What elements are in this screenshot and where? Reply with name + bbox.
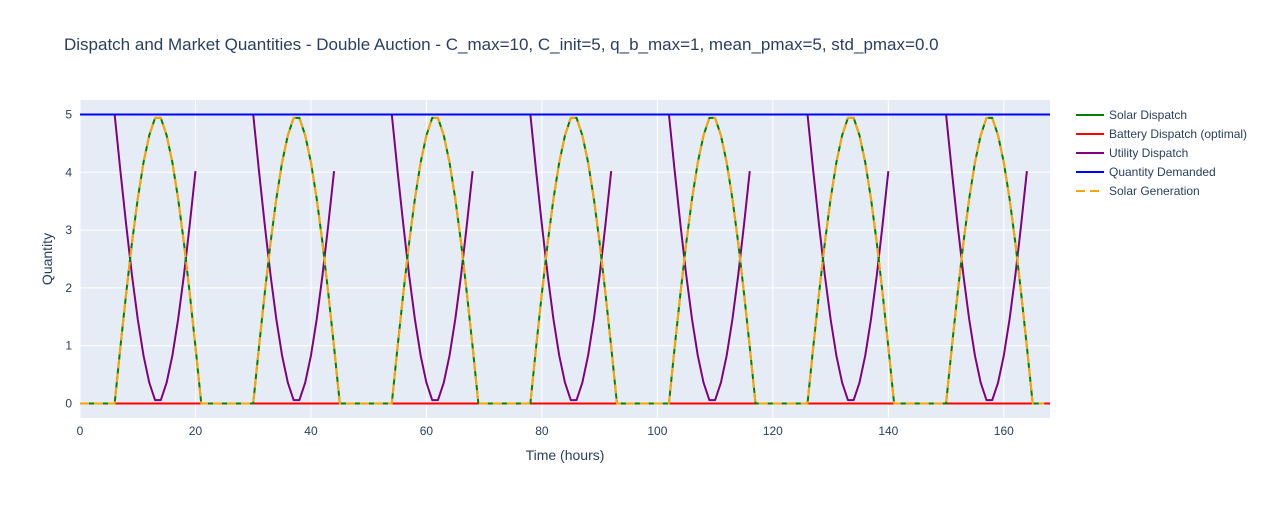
legend-item[interactable]: Solar Generation xyxy=(1076,184,1200,198)
y-tick-label: 1 xyxy=(65,339,72,353)
series-line-solar-generation[interactable] xyxy=(80,116,1045,405)
y-tick-label: 2 xyxy=(65,281,72,295)
legend-label: Solar Generation xyxy=(1109,184,1200,198)
legend-label: Battery Dispatch (optimal) xyxy=(1109,127,1247,141)
x-tick-label: 0 xyxy=(77,424,84,438)
y-tick-label: 5 xyxy=(65,107,72,121)
legend: Solar Dispatch Battery Dispatch (optimal)… xyxy=(1076,108,1247,198)
x-tick-label: 60 xyxy=(420,424,434,438)
x-tick-label: 100 xyxy=(647,424,667,438)
x-tick-label: 80 xyxy=(535,424,549,438)
x-axis-title: Time (hours) xyxy=(526,447,605,463)
x-tick-label: 160 xyxy=(994,424,1014,438)
y-tick-label: 0 xyxy=(65,397,72,411)
chart-title: Dispatch and Market Quantities - Double … xyxy=(64,35,939,54)
series-line-utility-dispatch[interactable] xyxy=(113,114,197,402)
series-line-utility-dispatch[interactable] xyxy=(806,114,890,402)
series-line-utility-dispatch[interactable] xyxy=(667,114,751,402)
legend-item[interactable]: Quantity Demanded xyxy=(1076,165,1216,179)
y-tick-label: 3 xyxy=(65,223,72,237)
legend-label: Solar Dispatch xyxy=(1109,108,1187,122)
legend-label: Utility Dispatch xyxy=(1109,146,1188,160)
y-axis-title: Quantity xyxy=(39,233,55,285)
series-layer xyxy=(80,113,1050,405)
series-line-utility-dispatch[interactable] xyxy=(529,114,613,402)
series-line-utility-dispatch[interactable] xyxy=(390,114,474,402)
legend-item[interactable]: Utility Dispatch xyxy=(1076,146,1188,160)
plot-background xyxy=(80,100,1050,418)
legend-label: Quantity Demanded xyxy=(1109,165,1216,179)
y-tick-label: 4 xyxy=(65,165,72,179)
legend-item[interactable]: Battery Dispatch (optimal) xyxy=(1076,127,1247,141)
x-tick-label: 20 xyxy=(189,424,203,438)
series-line-utility-dispatch[interactable] xyxy=(252,114,336,402)
x-tick-label: 40 xyxy=(304,424,318,438)
legend-item[interactable]: Solar Dispatch xyxy=(1076,108,1187,122)
tick-labels: 0 20 40 60 80 100 120 140 160 0 1 2 3 4 5 xyxy=(65,107,1014,438)
series-line-utility-dispatch[interactable] xyxy=(945,114,1028,402)
x-tick-label: 120 xyxy=(763,424,783,438)
x-tick-label: 140 xyxy=(878,424,898,438)
